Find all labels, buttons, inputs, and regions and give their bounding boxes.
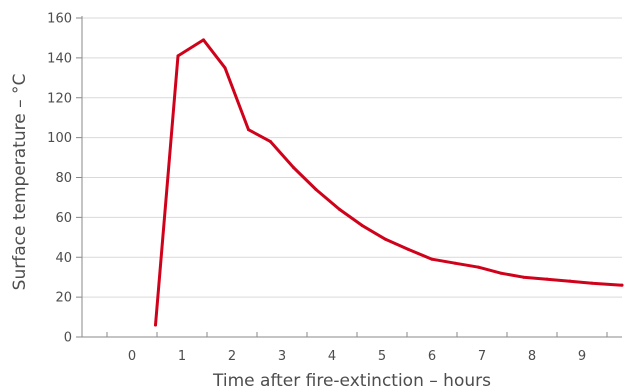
data-point <box>522 275 525 279</box>
x-tick-label: 2 <box>228 349 236 364</box>
series-line-0 <box>154 38 624 327</box>
data-point <box>360 223 364 227</box>
x-axis-label: Time after fire-extinction – hours <box>212 371 491 391</box>
y-tick-label: 80 <box>55 171 72 186</box>
y-tick-label: 0 <box>64 331 72 346</box>
data-point <box>477 265 480 269</box>
data-point <box>223 66 227 70</box>
gridlines <box>82 17 622 298</box>
data-point <box>292 166 295 170</box>
data-point <box>453 261 457 265</box>
data-point <box>269 140 272 144</box>
data-point <box>590 281 594 285</box>
x-tick-label: 3 <box>278 349 286 364</box>
x-tick-label: 5 <box>378 349 386 364</box>
data-point <box>499 271 503 275</box>
x-tick-label: 6 <box>428 349 436 364</box>
data-point <box>202 38 205 42</box>
data-point <box>247 128 250 132</box>
data-point <box>154 323 157 327</box>
y-tick-label: 120 <box>47 91 72 106</box>
data-point <box>545 277 549 281</box>
y-axis-label: Surface temperature – °C <box>10 74 30 291</box>
data-point <box>430 257 434 261</box>
y-tick-label: 20 <box>55 291 72 306</box>
data-point <box>620 283 624 287</box>
x-tick-label: 9 <box>578 349 586 364</box>
x-tick-label: 1 <box>178 349 186 364</box>
y-tick-label: 140 <box>47 51 72 66</box>
y-tick-label: 100 <box>47 131 72 146</box>
series-layer <box>154 38 624 327</box>
y-tick-label: 60 <box>55 211 72 226</box>
data-point <box>568 279 572 283</box>
x-tick-label: 8 <box>528 349 536 364</box>
x-tick-label: 4 <box>328 349 336 364</box>
x-tick-label: 0 <box>128 349 136 364</box>
y-tick-label: 40 <box>55 251 72 266</box>
data-point <box>384 237 387 241</box>
data-point <box>176 54 180 58</box>
y-tick-label: 160 <box>47 12 72 27</box>
data-point <box>406 247 410 251</box>
data-point <box>338 207 341 211</box>
axes <box>76 16 622 338</box>
tick-labels: 0 20 40 60 80 100 120 140 160 0 1 2 3 4 5 6 7 8 9 <box>47 12 586 365</box>
data-point <box>314 187 318 191</box>
x-tick-label: 7 <box>478 349 486 364</box>
